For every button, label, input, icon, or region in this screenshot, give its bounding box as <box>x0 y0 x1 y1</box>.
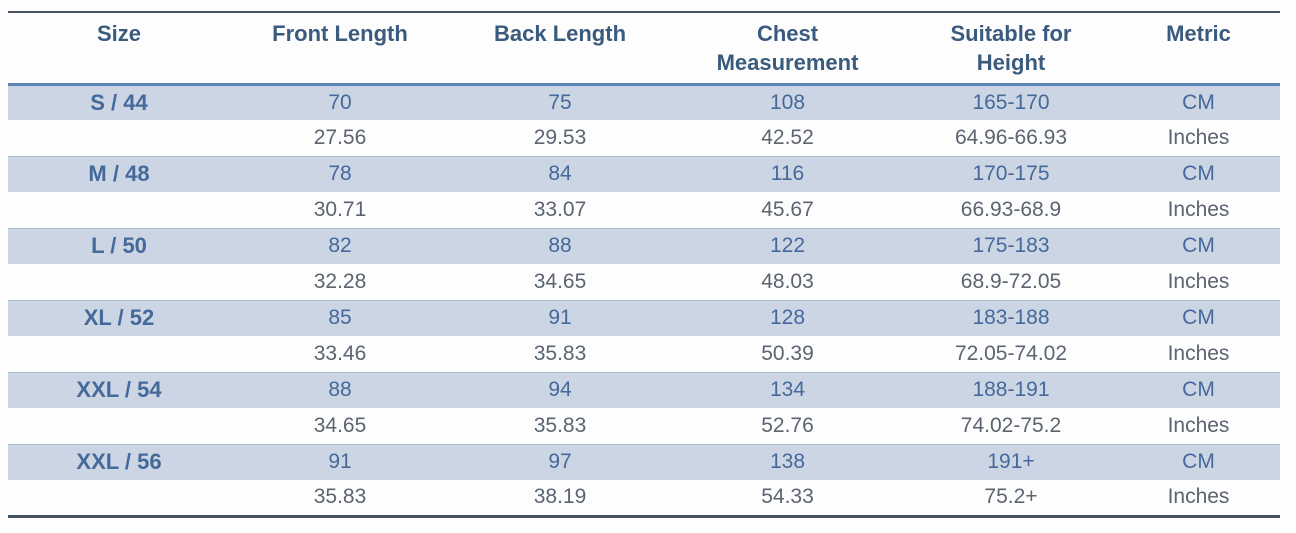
metric-cm-cell: CM <box>1182 450 1215 474</box>
chest-cm-cell: 128 <box>769 306 806 330</box>
header-back-length-label: Back Length <box>493 21 627 46</box>
front-length-cm-cell: 70 <box>328 90 352 114</box>
size-cell: XXL / 56 <box>76 449 162 475</box>
size-cell-empty <box>8 480 230 516</box>
front-length-cm-cell: 78 <box>328 162 352 186</box>
front-length-inches-cell: 35.83 <box>313 485 367 509</box>
chest-cm-cell: 116 <box>770 162 805 186</box>
size-cell-empty <box>8 192 230 228</box>
metric-cm-cell: CM <box>1182 234 1215 258</box>
back-length-cm-cell: 75 <box>548 90 572 114</box>
size-cell: M / 48 <box>88 161 150 187</box>
front-length-inches-cell: 27.56 <box>313 125 367 149</box>
size-cell-empty <box>8 264 230 300</box>
metric-inches-cell: Inches <box>1167 269 1230 293</box>
header-chest-measurement-label: Chest Measurement <box>716 21 859 75</box>
height-cm-cell: 165-170 <box>972 90 1050 114</box>
header-row: Size Front Length Back Length Chest Meas… <box>8 12 1280 84</box>
height-inches-cell: 68.9-72.05 <box>960 269 1062 293</box>
header-front-length: Front Length <box>230 12 450 84</box>
size-cell-empty <box>8 120 230 156</box>
height-inches-cell: 74.02-75.2 <box>960 413 1062 437</box>
header-suitable-for-height-label: Suitable for Height <box>950 21 1072 75</box>
size-cell: S / 44 <box>90 89 148 115</box>
chest-inches-cell: 45.67 <box>761 197 814 221</box>
chest-cm-cell: 108 <box>769 90 806 114</box>
table-row-l50-cm: L / 50 82 88 122 175-183 CM <box>8 228 1280 264</box>
metric-inches-cell: Inches <box>1167 125 1230 149</box>
back-length-inches-cell: 38.19 <box>533 485 587 509</box>
metric-inches-cell: Inches <box>1167 197 1230 221</box>
size-chart-table: Size Front Length Back Length Chest Meas… <box>8 11 1280 518</box>
size-cell: L / 50 <box>91 233 147 259</box>
table-row-xxl54-inches: 34.65 35.83 52.76 74.02-75.2 Inches <box>8 408 1280 444</box>
size-cell-empty <box>8 408 230 444</box>
front-length-inches-cell: 32.28 <box>313 269 367 293</box>
size-cell: XXL / 54 <box>76 377 162 403</box>
chest-inches-cell: 54.33 <box>761 485 814 509</box>
table-row-s44-cm: S / 44 70 75 108 165-170 CM <box>8 84 1280 120</box>
height-inches-cell: 64.96-66.93 <box>954 125 1068 149</box>
size-cell: XL / 52 <box>83 305 155 331</box>
metric-cm-cell: CM <box>1182 378 1215 402</box>
metric-cm-cell: CM <box>1182 306 1215 330</box>
height-inches-cell: 72.05-74.02 <box>954 341 1068 365</box>
chest-cm-cell: 134 <box>769 378 806 402</box>
metric-cm-cell: CM <box>1182 162 1215 186</box>
back-length-cm-cell: 84 <box>548 162 572 186</box>
header-front-length-label: Front Length <box>272 21 408 46</box>
metric-inches-cell: Inches <box>1167 413 1230 437</box>
header-metric: Metric <box>1117 12 1280 84</box>
table-row-m48-cm: M / 48 78 84 116 170-175 CM <box>8 156 1280 192</box>
table-row-xl52-inches: 33.46 35.83 50.39 72.05-74.02 Inches <box>8 336 1280 372</box>
back-length-cm-cell: 91 <box>548 306 572 330</box>
height-inches-cell: 66.93-68.9 <box>960 197 1062 221</box>
chest-cm-cell: 138 <box>769 450 806 474</box>
front-length-inches-cell: 33.46 <box>313 341 367 365</box>
back-length-inches-cell: 35.83 <box>533 413 587 437</box>
height-inches-cell: 75.2+ <box>984 485 1038 509</box>
back-length-inches-cell: 29.53 <box>533 125 587 149</box>
back-length-inches-cell: 35.83 <box>533 341 587 365</box>
header-back-length: Back Length <box>450 12 670 84</box>
table-row-m48-inches: 30.71 33.07 45.67 66.93-68.9 Inches <box>8 192 1280 228</box>
front-length-cm-cell: 88 <box>328 378 352 402</box>
chest-inches-cell: 50.39 <box>761 341 814 365</box>
table-row-xl52-cm: XL / 52 85 91 128 183-188 CM <box>8 300 1280 336</box>
height-cm-cell: 191+ <box>987 450 1035 474</box>
header-size-label: Size <box>96 21 142 46</box>
front-length-cm-cell: 82 <box>328 234 352 258</box>
metric-cm-cell: CM <box>1182 90 1215 114</box>
table-row-l50-inches: 32.28 34.65 48.03 68.9-72.05 Inches <box>8 264 1280 300</box>
height-cm-cell: 170-175 <box>972 162 1050 186</box>
header-metric-label: Metric <box>1166 21 1231 46</box>
back-length-cm-cell: 97 <box>548 450 572 474</box>
back-length-inches-cell: 34.65 <box>533 269 587 293</box>
front-length-cm-cell: 91 <box>328 450 352 474</box>
height-cm-cell: 188-191 <box>972 378 1050 402</box>
header-chest-measurement: Chest Measurement <box>670 12 905 84</box>
front-length-cm-cell: 85 <box>328 306 352 330</box>
table-row-s44-inches: 27.56 29.53 42.52 64.96-66.93 Inches <box>8 120 1280 156</box>
metric-inches-cell: Inches <box>1167 341 1230 365</box>
chest-inches-cell: 48.03 <box>761 269 814 293</box>
front-length-inches-cell: 30.71 <box>313 197 367 221</box>
table-row-xxl54-cm: XXL / 54 88 94 134 188-191 CM <box>8 372 1280 408</box>
metric-inches-cell: Inches <box>1167 485 1230 509</box>
chest-inches-cell: 52.76 <box>761 413 814 437</box>
height-cm-cell: 175-183 <box>972 234 1050 258</box>
chest-inches-cell: 42.52 <box>761 125 814 149</box>
table-row-xxl56-cm: XXL / 56 91 97 138 191+ CM <box>8 444 1280 480</box>
header-size: Size <box>8 12 230 84</box>
height-cm-cell: 183-188 <box>972 306 1050 330</box>
back-length-inches-cell: 33.07 <box>533 197 587 221</box>
back-length-cm-cell: 94 <box>548 378 572 402</box>
chest-cm-cell: 122 <box>769 234 806 258</box>
back-length-cm-cell: 88 <box>548 234 572 258</box>
header-suitable-for-height: Suitable for Height <box>905 12 1117 84</box>
front-length-inches-cell: 34.65 <box>313 413 367 437</box>
table-row-xxl56-inches: 35.83 38.19 54.33 75.2+ Inches <box>8 480 1280 516</box>
size-cell-empty <box>8 336 230 372</box>
